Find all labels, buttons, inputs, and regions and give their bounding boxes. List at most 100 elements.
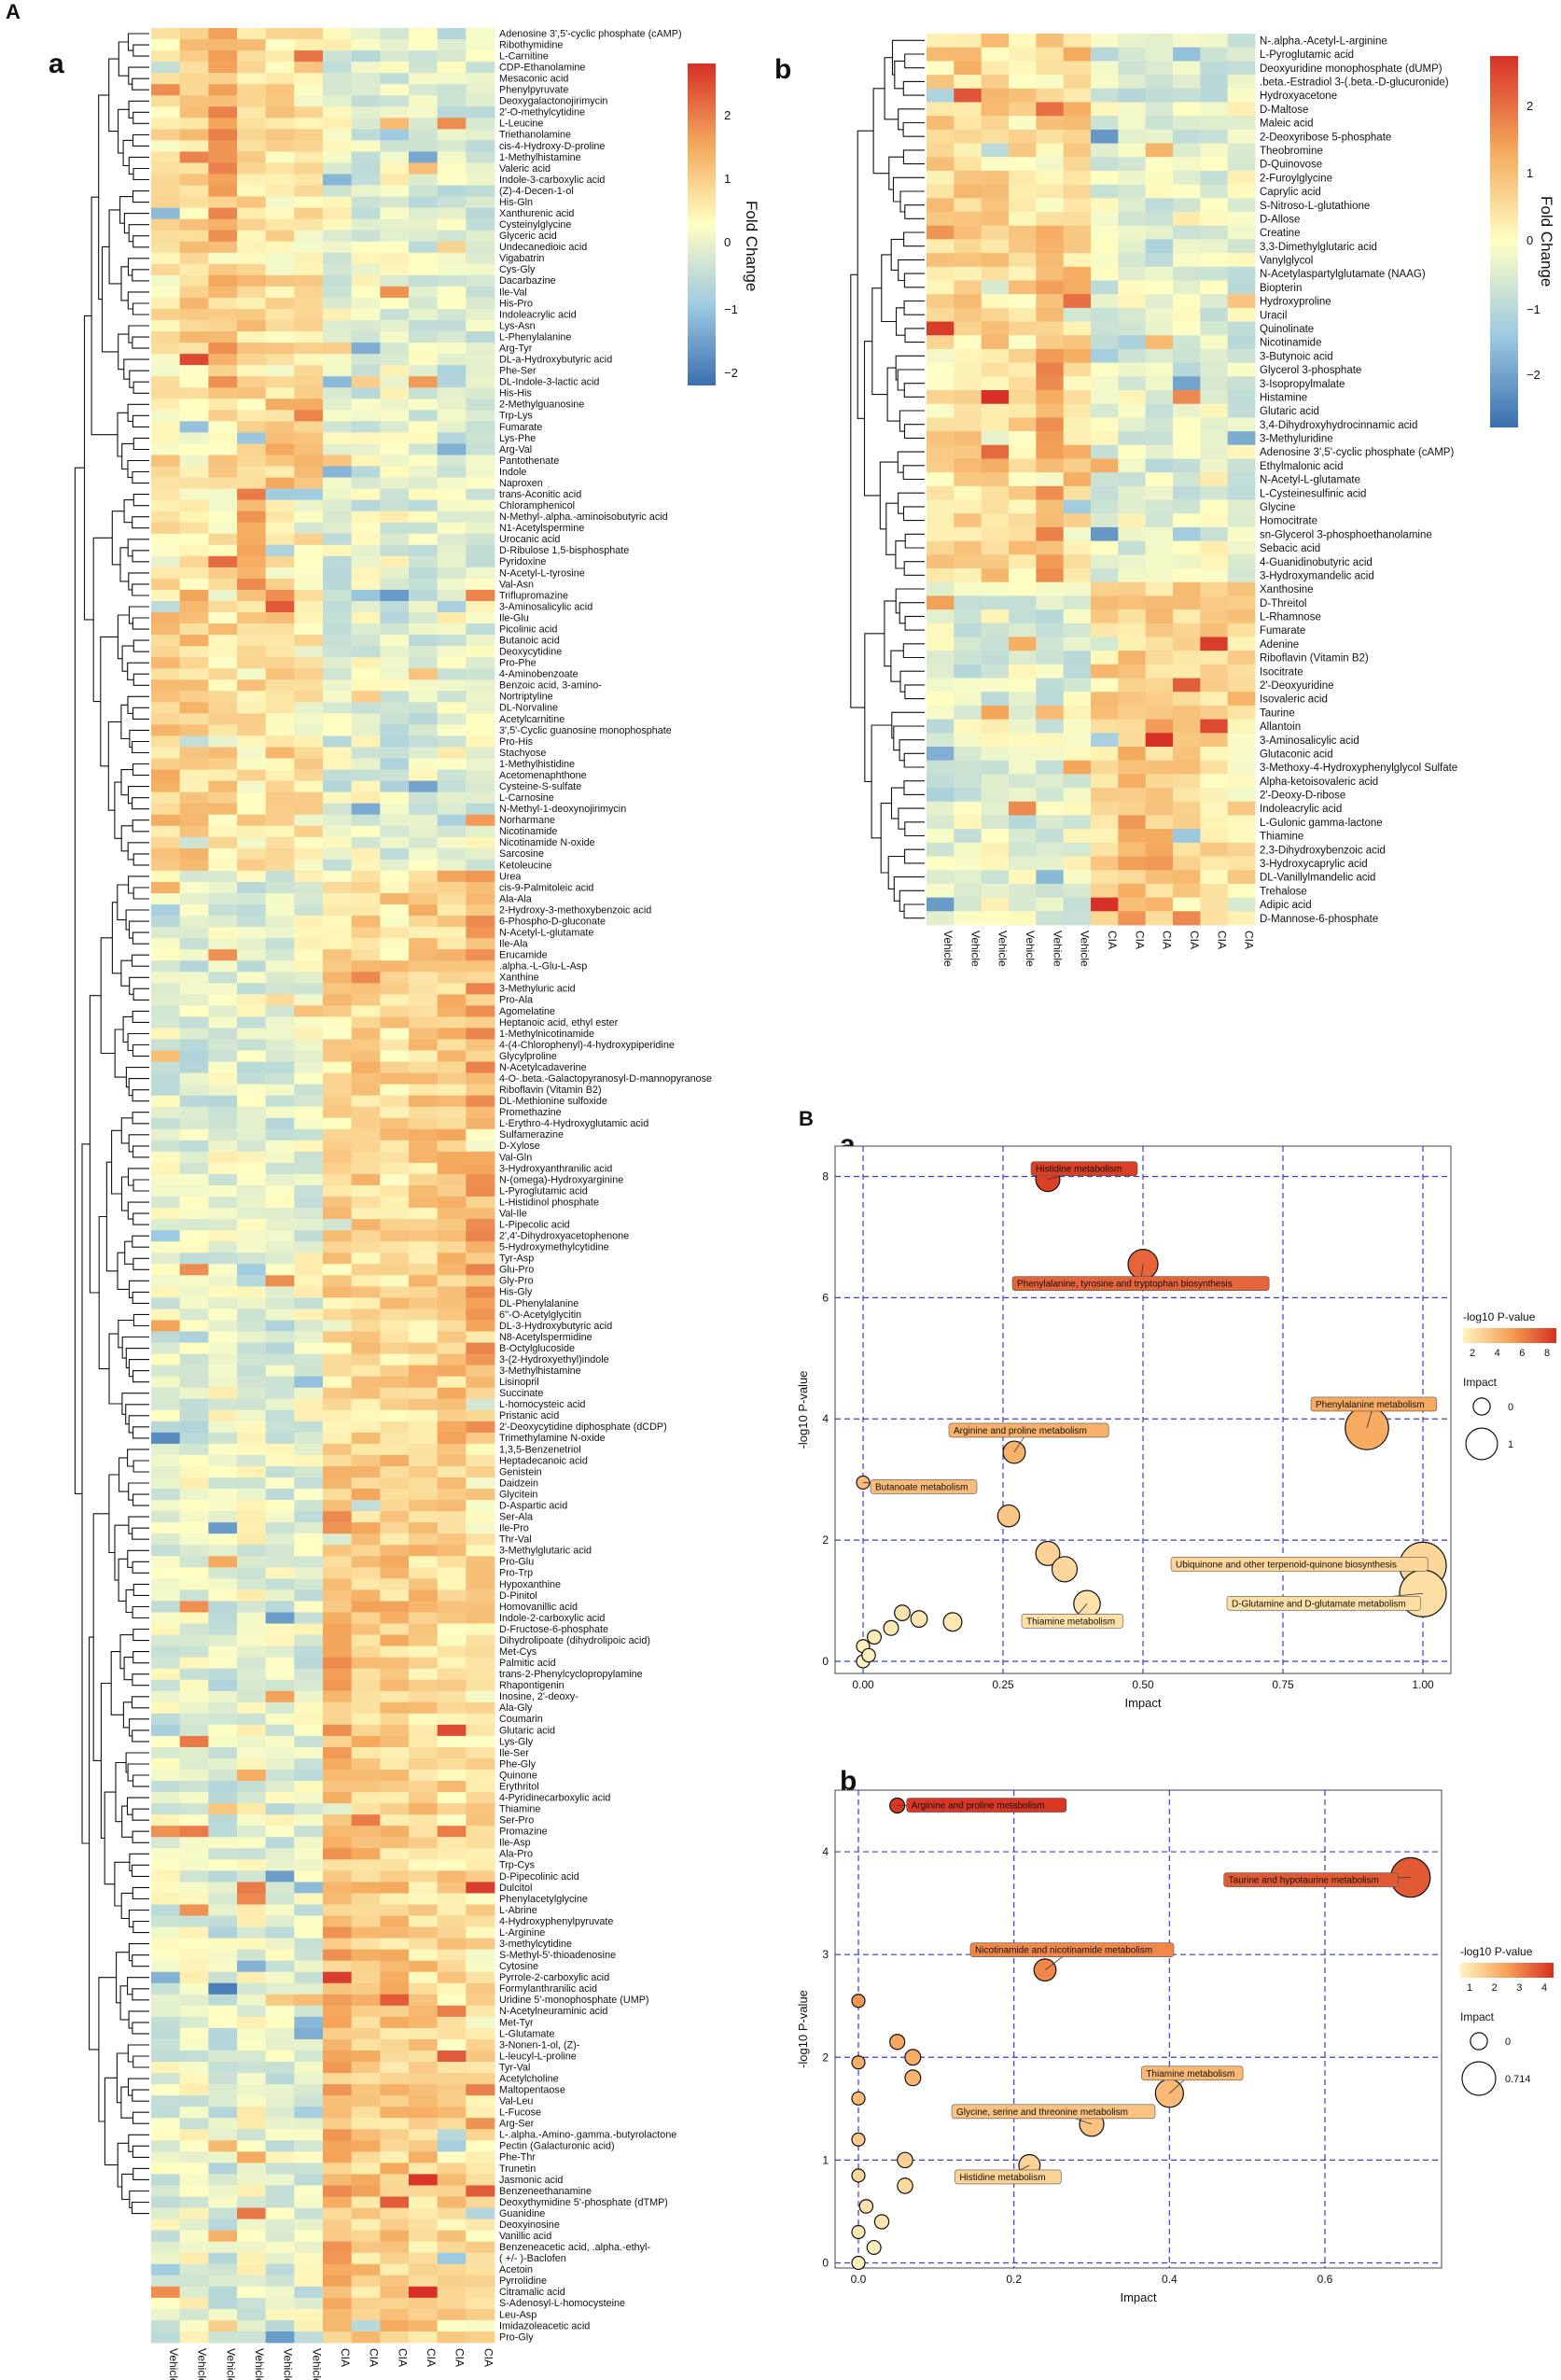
heatmap-cell xyxy=(409,162,439,175)
heatmap-cell xyxy=(1227,609,1256,624)
heatmap-cell xyxy=(294,1454,324,1467)
heatmap-cell xyxy=(380,2241,410,2254)
heatmap-cell xyxy=(151,578,181,591)
heatmap-cell xyxy=(151,1050,181,1062)
heatmap-cell xyxy=(208,1162,238,1175)
heatmap-cell xyxy=(466,140,495,152)
heatmap-cell xyxy=(265,1556,295,1568)
dendrogram-branch xyxy=(132,2055,149,2068)
heatmap-cell xyxy=(437,2073,467,2085)
heatmap-cell xyxy=(351,1353,381,1366)
heatmap-cell xyxy=(294,118,324,130)
heatmap-cell xyxy=(208,623,238,636)
heatmap-cell xyxy=(1063,842,1092,857)
heatmap-cell xyxy=(151,162,181,175)
heatmap-cell xyxy=(351,28,381,40)
row-label: Ile-Asp xyxy=(499,1838,531,1849)
heatmap-cell xyxy=(380,1668,410,1681)
heatmap-cell xyxy=(351,916,381,928)
heatmap-cell xyxy=(351,635,381,647)
heatmap-cell xyxy=(208,1151,238,1164)
heatmap-cell xyxy=(1227,911,1256,926)
heatmap-cell xyxy=(294,432,324,444)
heatmap-cell xyxy=(1145,609,1174,624)
dendrogram-branch xyxy=(119,547,129,582)
heatmap-cell xyxy=(208,825,238,838)
heatmap-cell xyxy=(409,1634,439,1646)
heatmap-cell xyxy=(208,28,238,40)
heatmap-cell xyxy=(437,174,467,186)
x-axis-label: Impact xyxy=(1120,2290,1156,2304)
heatmap-cell xyxy=(265,274,295,287)
heatmap-cell xyxy=(1091,184,1119,199)
heatmap-cell xyxy=(237,1960,267,1973)
heatmap-cell xyxy=(466,376,495,388)
heatmap-cell xyxy=(380,904,410,917)
column-label: Vehicle xyxy=(253,2348,266,2380)
heatmap-cell xyxy=(351,1634,381,1646)
heatmap-cell xyxy=(208,1005,238,1017)
heatmap-cell xyxy=(1227,376,1256,391)
heatmap-cell xyxy=(294,1792,324,1804)
heatmap-cell xyxy=(237,814,267,827)
heatmap-cell xyxy=(151,938,181,950)
fold-change-title-a: Fold Change xyxy=(743,201,760,291)
heatmap-cell xyxy=(409,1489,439,1501)
heatmap-cell xyxy=(466,589,495,602)
heatmap-cell xyxy=(1173,198,1201,213)
heatmap-cell xyxy=(151,814,181,827)
heatmap-cell xyxy=(179,252,209,265)
heatmap-cell xyxy=(294,2174,324,2186)
legend-size-title: Impact xyxy=(1463,1376,1498,1389)
heatmap-cell xyxy=(208,118,238,130)
heatmap-cell xyxy=(323,162,353,175)
heatmap-cell xyxy=(466,1309,495,1321)
dendrogram-branch xyxy=(132,740,149,754)
pathway-bubble xyxy=(1051,1556,1079,1583)
heatmap-cell xyxy=(237,399,267,411)
heatmap-cell xyxy=(981,280,1010,295)
heatmap-cell xyxy=(437,544,467,557)
heatmap-cell xyxy=(380,1522,410,1534)
heatmap-cell xyxy=(294,410,324,422)
heatmap-cell xyxy=(1145,348,1174,364)
heatmap-cell xyxy=(466,1365,495,1378)
heatmap-cell xyxy=(1145,280,1174,295)
heatmap-cell xyxy=(466,668,495,680)
heatmap-cell xyxy=(380,185,410,197)
heatmap-cell xyxy=(380,1645,410,1659)
heatmap-cell xyxy=(1145,595,1174,610)
pathway-bubble xyxy=(894,1604,911,1621)
heatmap-cell xyxy=(265,892,295,905)
row-label: CDP-Ethanolamine xyxy=(499,63,585,74)
heatmap-cell xyxy=(351,443,381,455)
heatmap-cell xyxy=(409,207,439,220)
heatmap-cell xyxy=(208,2151,238,2163)
heatmap-cell xyxy=(1173,294,1201,309)
heatmap-cell xyxy=(294,274,324,287)
heatmap-cell xyxy=(151,263,181,276)
heatmap-cell xyxy=(409,1173,439,1186)
heatmap-cell xyxy=(1063,184,1092,199)
heatmap-cell xyxy=(466,1926,495,1939)
heatmap-cell xyxy=(409,635,439,647)
heatmap-cell xyxy=(351,2207,381,2219)
heatmap-cell xyxy=(265,1826,295,1838)
heatmap-cell xyxy=(179,1421,209,1434)
heatmap-cell xyxy=(409,2084,439,2096)
dendrogram-branch xyxy=(132,1954,149,1967)
row-label: Pristanic acid xyxy=(499,1410,559,1421)
heatmap-cell xyxy=(380,2196,410,2208)
fold-change-tick: 1 xyxy=(1526,166,1533,180)
heatmap-cell xyxy=(294,207,324,220)
heatmap-cell xyxy=(179,1286,209,1298)
heatmap-cell xyxy=(265,320,295,332)
heatmap-cell xyxy=(1063,911,1092,926)
heatmap-cell xyxy=(151,2219,181,2232)
heatmap-cell xyxy=(927,129,955,144)
heatmap-cell xyxy=(208,2140,238,2152)
heatmap-cell xyxy=(208,1757,238,1771)
heatmap-cell xyxy=(466,2286,495,2299)
heatmap-cell xyxy=(1118,883,1147,899)
heatmap-cell xyxy=(409,1511,439,1523)
